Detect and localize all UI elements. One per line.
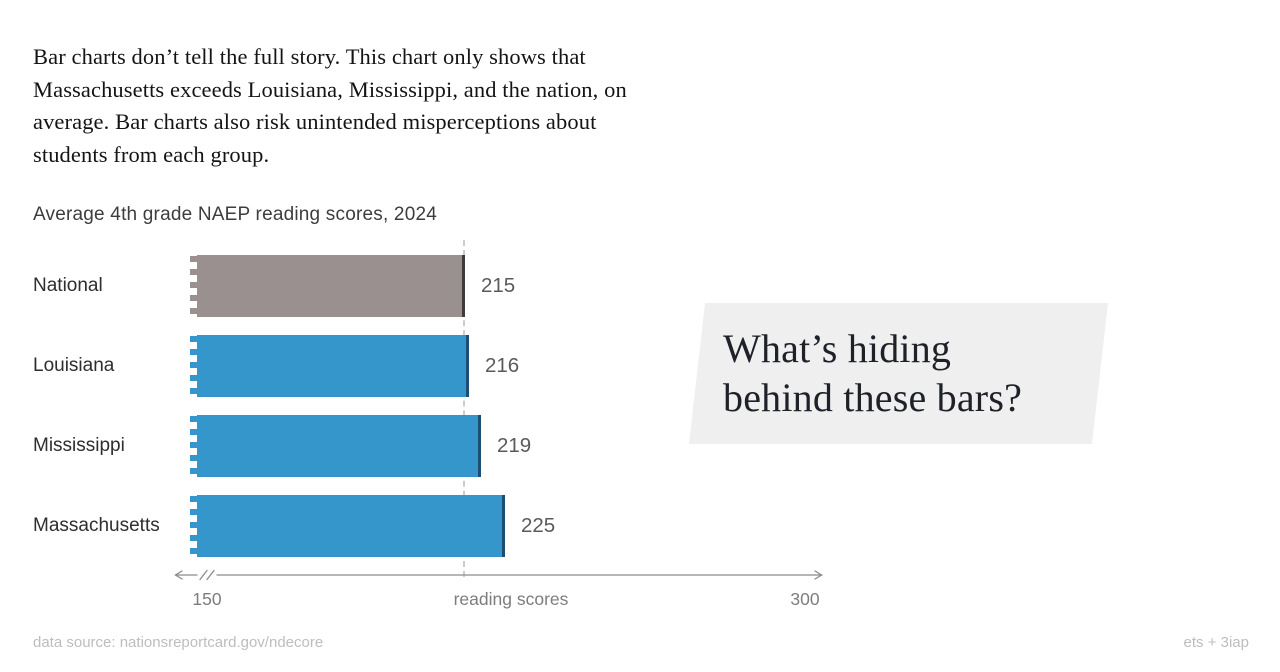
axis-break-icon [206, 569, 215, 581]
x-axis-title: reading scores [453, 589, 569, 609]
chart-title: Average 4th grade NAEP reading scores, 2… [33, 204, 437, 225]
category-label: National [33, 275, 103, 296]
bar-rows: National 215 Louisiana 216 Mississippi 219 Mas… [33, 255, 555, 557]
bar-row: Massachusetts 225 [33, 495, 555, 557]
category-label: Massachusetts [33, 515, 160, 536]
callout-text: What’s hiding behind these bars? [723, 324, 1022, 422]
data-source-note: data source: nationsreportcard.gov/ndeco… [33, 634, 324, 651]
callout-line: behind these bars? [723, 375, 1023, 420]
intro-paragraph: Bar charts don’t tell the full story. Th… [33, 41, 627, 171]
bar [190, 415, 481, 477]
axis-break-icon [199, 569, 208, 581]
value-label: 219 [497, 434, 532, 457]
bar [190, 335, 469, 397]
value-label: 225 [521, 514, 556, 537]
value-label: 216 [485, 354, 520, 377]
intro-line: average. Bar charts also risk unintended… [33, 109, 597, 135]
x-tick-min: 150 [192, 589, 222, 609]
x-axis-labels: 150 reading scores 300 [0, 589, 1280, 613]
value-label: 215 [481, 274, 516, 297]
axis-arrow-right-icon [814, 570, 823, 580]
category-label: Mississippi [33, 435, 125, 456]
intro-line: Massachusetts exceeds Louisiana, Mississ… [33, 76, 627, 102]
intro-line: Bar charts don’t tell the full story. Th… [33, 44, 586, 69]
category-label: Louisiana [33, 355, 115, 376]
callout-line: What’s hiding [723, 326, 952, 371]
bar [190, 255, 465, 317]
bar-row: National 215 [33, 255, 555, 317]
x-axis [174, 569, 823, 581]
intro-line: students from each group. [33, 141, 270, 167]
reference-line [463, 240, 465, 577]
bar-row: Mississippi 219 [33, 415, 555, 477]
bar-row: Louisiana 216 [33, 335, 555, 397]
bar [190, 495, 505, 557]
x-tick-max: 300 [790, 589, 820, 609]
credit-note: ets + 3iap [1183, 634, 1249, 651]
